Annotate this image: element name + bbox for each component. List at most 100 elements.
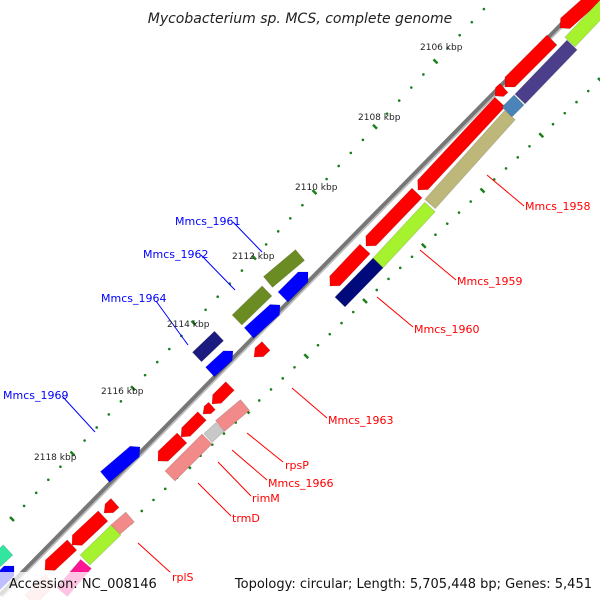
footer-background <box>0 572 600 600</box>
tick-minor <box>482 7 486 11</box>
gene-label[interactable]: Mmcs_1958 <box>525 200 590 213</box>
tick-minor <box>34 491 38 495</box>
tick-label: 2118 kbp <box>34 453 77 463</box>
tick-major <box>420 242 427 249</box>
gene-label[interactable]: rimM <box>252 492 280 505</box>
tick-marks <box>9 7 600 525</box>
tick-minor <box>551 122 555 126</box>
tick-minor <box>458 33 462 37</box>
tick-minor <box>316 343 320 347</box>
gene-feature <box>277 271 309 303</box>
tick-minor <box>107 413 111 416</box>
gene-feature <box>501 94 525 118</box>
gene-label[interactable]: Mmcs_1961 <box>175 215 240 228</box>
tick-label: 2112 kbp <box>232 252 275 262</box>
tick-minor <box>351 310 355 314</box>
tick-minor <box>457 211 461 214</box>
backbone <box>0 0 588 597</box>
tick-label: 2116 kbp <box>101 387 144 397</box>
tick-minor <box>301 203 304 207</box>
label-leaders <box>61 174 525 574</box>
label-leader-line <box>232 221 263 253</box>
tick-minor <box>281 377 285 380</box>
tick-minor <box>340 321 343 325</box>
tick-minor <box>222 432 226 435</box>
gene-feature <box>231 285 273 326</box>
tick-major <box>432 58 439 65</box>
gene-feature <box>504 34 558 88</box>
gene-label[interactable]: trmD <box>232 512 260 525</box>
gene-feature <box>243 304 281 339</box>
gene-label[interactable]: Mmcs_1964 <box>101 292 166 305</box>
tick-minor <box>446 47 449 50</box>
gene-feature <box>514 39 578 105</box>
tick-minor <box>328 332 332 336</box>
tick-minor <box>434 233 437 236</box>
label-leader-line <box>486 174 525 207</box>
tick-label: 2106 kbp <box>420 43 463 53</box>
gene-label[interactable]: Mmcs_1960 <box>414 323 479 336</box>
gene-feature <box>205 350 234 378</box>
gene-label[interactable]: rpsP <box>285 459 309 472</box>
gene-feature <box>191 330 225 363</box>
tick-minor <box>397 99 401 102</box>
gene-feature <box>203 422 225 443</box>
tick-minor <box>375 288 379 292</box>
tick-minor <box>155 360 159 364</box>
gene-label[interactable]: Mmcs_1963 <box>328 414 393 427</box>
tick-minor <box>563 111 567 115</box>
tick-major <box>479 187 486 194</box>
tick-minor <box>95 426 98 429</box>
gene-label[interactable]: Mmcs_1966 <box>268 477 333 490</box>
tick-major <box>372 123 378 130</box>
tick-minor <box>469 200 473 203</box>
tick-major <box>9 516 15 522</box>
label-leader-line <box>137 542 172 574</box>
tick-minor <box>257 399 261 402</box>
gene-feature <box>214 399 251 432</box>
gene-feature <box>417 96 506 191</box>
gene-feature <box>180 411 207 438</box>
gene-label[interactable]: Mmcs_1969 <box>3 389 68 402</box>
tick-minor <box>47 478 50 482</box>
tick-minor <box>337 164 341 168</box>
tick-minor <box>349 151 353 155</box>
tick-minor <box>410 255 414 259</box>
tick-minor <box>83 439 86 442</box>
gene-label[interactable]: rplS <box>172 571 194 584</box>
tick-major <box>130 385 136 392</box>
gene-feature <box>79 524 122 566</box>
tick-minor <box>410 86 413 89</box>
tick-minor <box>163 487 167 491</box>
gene-feature <box>262 249 306 288</box>
tick-minor <box>575 100 578 104</box>
tick-major <box>538 132 545 139</box>
gene-feature <box>103 497 120 514</box>
gene-label[interactable]: Mmcs_1959 <box>457 275 522 288</box>
tick-minor <box>216 295 219 299</box>
gene-feature <box>99 445 141 483</box>
tick-minor <box>269 388 273 391</box>
label-leader-line <box>197 482 232 517</box>
tick-minor <box>59 465 62 469</box>
gene-feature <box>71 510 109 546</box>
genome-summary: Topology: circular; Length: 5,705,448 bp… <box>234 577 592 592</box>
tick-minor <box>143 373 147 377</box>
label-leader-line <box>155 300 189 346</box>
tick-minor <box>361 138 365 142</box>
tick-major <box>251 254 257 261</box>
tick-label: 2108 kbp <box>358 113 401 123</box>
gene-feature <box>0 544 14 568</box>
tick-major <box>311 189 318 196</box>
tick-label: 2110 kbp <box>295 183 338 193</box>
label-leader-line <box>231 449 268 481</box>
tick-minor <box>293 366 296 369</box>
gene-feature <box>329 243 371 287</box>
gene-label[interactable]: Mmcs_1962 <box>143 248 208 261</box>
tick-minor <box>422 73 425 76</box>
gene-feature <box>253 341 271 358</box>
tick-minor <box>516 156 520 159</box>
gene-feature <box>334 257 384 308</box>
